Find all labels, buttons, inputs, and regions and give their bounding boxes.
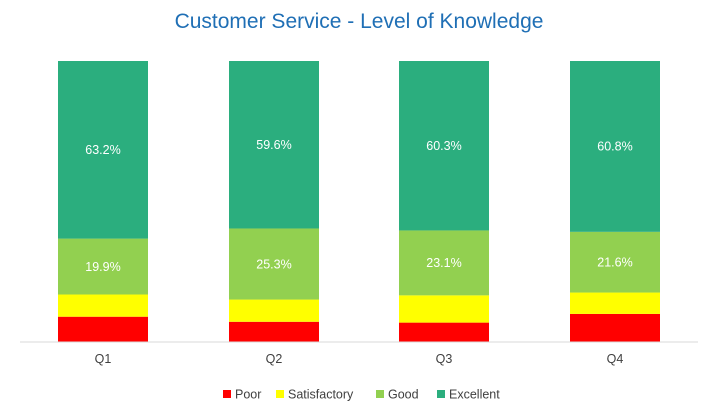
legend-swatch-poor [223,390,231,398]
data-label-good-q4: 21.6% [597,255,632,269]
bar-segment-good-q1 [58,238,148,295]
chart-title: Customer Service - Level of Knowledge [174,10,544,33]
data-label-good-q2: 25.3% [256,257,291,271]
bar-segment-good-q2 [229,228,319,300]
bars-group [58,61,660,342]
x-tick-label-q1: Q1 [95,352,112,366]
bar-segment-poor-q1 [58,316,148,342]
legend-swatch-satisfactory [276,390,284,398]
x-tick-label-q2: Q2 [266,352,283,366]
bar-segment-poor-q3 [399,322,489,342]
bar-segment-satisfactory-q3 [399,295,489,323]
bar-segment-satisfactory-q4 [570,292,660,314]
bar-segment-excellent-q4 [570,61,660,232]
legend-label-satisfactory: Satisfactory [288,387,354,401]
legend-label-good: Good [388,387,419,401]
legend-swatch-excellent [437,390,445,398]
data-label-excellent-q4: 60.8% [597,140,632,154]
bar-segment-poor-q2 [229,321,319,342]
legend-label-excellent: Excellent [449,387,500,401]
bar-segment-satisfactory-q2 [229,299,319,322]
data-label-good-q3: 23.1% [426,256,461,270]
bar-segment-good-q4 [570,231,660,293]
data-label-excellent-q1: 63.2% [85,143,120,157]
data-label-excellent-q2: 59.6% [256,138,291,152]
bar-segment-good-q3 [399,230,489,296]
legend-label-poor: Poor [235,387,261,401]
legend: Poor Satisfactory Good Excellent [223,387,500,401]
bar-segment-excellent-q1 [58,61,148,239]
bar-segment-satisfactory-q1 [58,294,148,317]
bar-segment-excellent-q2 [229,61,319,229]
data-label-good-q1: 19.9% [85,260,120,274]
labels-group: 19.9% 63.2% Q1 25.3% 59.6% Q2 23.1% 60.3% Q3 21.6… [85,138,632,366]
legend-swatch-good [376,390,384,398]
data-label-excellent-q3: 60.3% [426,139,461,153]
x-tick-label-q3: Q3 [436,352,453,366]
bar-segment-poor-q4 [570,313,660,342]
x-tick-label-q4: Q4 [607,352,624,366]
bar-segment-excellent-q3 [399,61,489,231]
